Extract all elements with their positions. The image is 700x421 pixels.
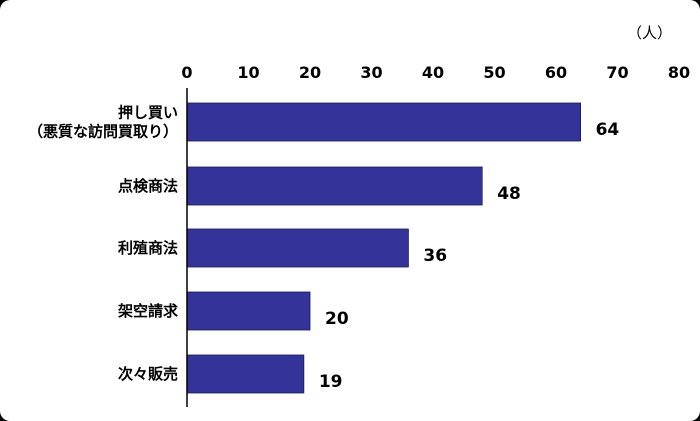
category-label: 点検商法 xyxy=(118,177,178,195)
category-label: 架空請求 xyxy=(117,302,179,320)
bar xyxy=(186,354,305,394)
bar xyxy=(186,228,409,268)
value-label: 64 xyxy=(596,120,620,140)
x-tick-label: 70 xyxy=(606,63,628,82)
x-tick-label: 0 xyxy=(181,63,192,82)
value-label: 19 xyxy=(319,372,343,392)
x-tick-label: 80 xyxy=(668,63,690,82)
x-tick-label: 20 xyxy=(299,63,321,82)
bar xyxy=(186,291,311,331)
unit-label: （人） xyxy=(627,24,672,42)
x-tick-label: 40 xyxy=(422,63,444,82)
value-label: 48 xyxy=(497,184,521,204)
value-label: 20 xyxy=(325,309,349,329)
x-tick-label: 60 xyxy=(545,63,567,82)
category-label: （悪質な訪問買取り） xyxy=(28,123,178,141)
x-tick-label: 50 xyxy=(483,63,505,82)
x-axis-ticks: 0 10 20 30 40 50 60 70 80 xyxy=(181,63,690,82)
x-tick-label: 10 xyxy=(237,63,259,82)
category-label: 利殖商法 xyxy=(118,239,178,257)
bars xyxy=(186,102,582,394)
category-label: 押し買い xyxy=(118,104,178,122)
value-label: 36 xyxy=(423,246,447,266)
bar xyxy=(186,102,582,142)
category-label: 次々販売 xyxy=(118,365,178,383)
x-tick-label: 30 xyxy=(360,63,382,82)
value-labels: 64 48 36 20 19 xyxy=(319,120,620,392)
bar xyxy=(186,166,483,206)
